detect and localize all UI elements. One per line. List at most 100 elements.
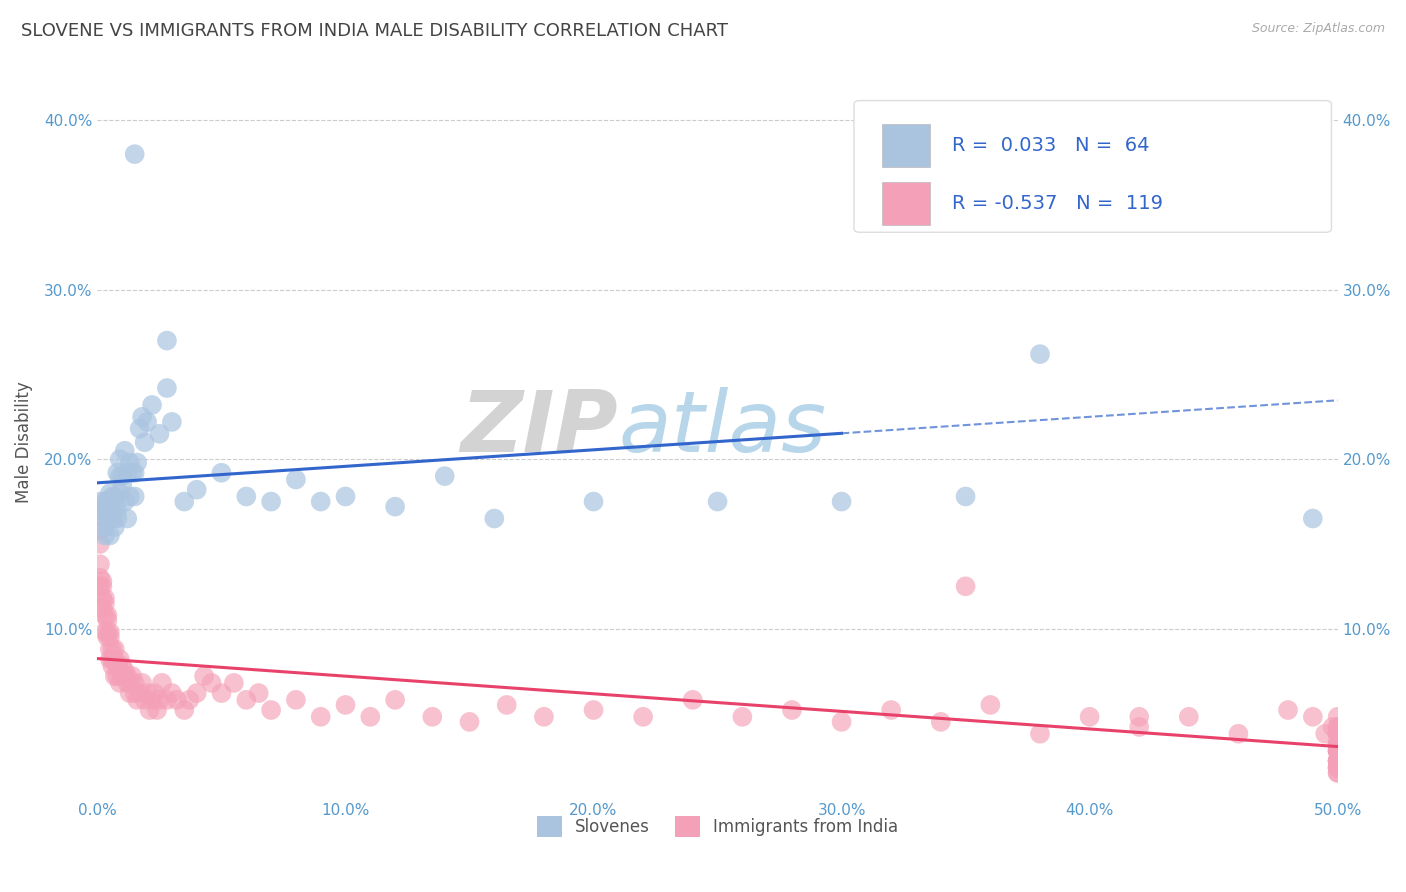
Point (141, 693, 163, 707)
Point (96, 613, 118, 627)
Point (1326, 765, 1348, 780)
Point (284, 693, 307, 707)
Point (104, 669, 127, 683)
Point (1326, 727, 1348, 741)
Point (115, 466, 138, 480)
Point (96, 511, 118, 525)
Point (1277, 703, 1299, 717)
Point (118, 686, 141, 700)
Point (533, 710, 555, 724)
Point (136, 686, 159, 700)
Point (105, 466, 128, 480)
Point (127, 456, 149, 470)
Point (91, 579, 114, 593)
Point (101, 642, 124, 657)
Point (1326, 727, 1348, 741)
Y-axis label: Male Disability: Male Disability (15, 382, 32, 503)
Point (780, 703, 803, 717)
Point (359, 710, 381, 724)
Point (260, 703, 283, 717)
Point (458, 714, 481, 729)
Text: SLOVENE VS IMMIGRANTS FROM INDIA MALE DISABILITY CORRELATION CHART: SLOVENE VS IMMIGRANTS FROM INDIA MALE DI… (21, 22, 728, 40)
Point (98, 625, 121, 640)
Point (124, 490, 146, 504)
Point (150, 676, 173, 690)
Point (582, 703, 605, 717)
Point (98, 486, 121, 500)
Point (235, 490, 257, 504)
Point (179, 693, 201, 707)
Point (1326, 765, 1348, 780)
Point (98, 494, 121, 508)
Text: Source: ZipAtlas.com: Source: ZipAtlas.com (1251, 22, 1385, 36)
Point (114, 664, 136, 678)
Point (631, 710, 654, 724)
Point (89, 579, 111, 593)
Point (335, 698, 357, 712)
Point (124, 676, 146, 690)
Point (94, 591, 117, 606)
Point (1227, 727, 1250, 741)
Point (200, 676, 222, 690)
Point (1029, 727, 1052, 741)
Point (89, 537, 111, 551)
Point (111, 669, 134, 683)
Point (94, 520, 117, 534)
Text: R =  0.033   N =  64: R = 0.033 N = 64 (952, 136, 1150, 155)
Point (1078, 121, 1101, 136)
Point (98, 642, 121, 657)
Point (831, 494, 853, 508)
Legend: Slovenes, Immigrants from India: Slovenes, Immigrants from India (530, 810, 905, 843)
Point (1326, 710, 1348, 724)
Point (160, 415, 183, 429)
Point (101, 490, 124, 504)
Point (831, 714, 853, 729)
Point (955, 579, 977, 593)
Point (94, 494, 117, 508)
Point (124, 147, 146, 161)
Point (115, 511, 138, 525)
Point (89, 558, 111, 572)
Point (114, 443, 136, 458)
Point (118, 490, 141, 504)
FancyBboxPatch shape (853, 101, 1331, 232)
Point (98, 630, 121, 644)
Bar (883, 124, 929, 167)
Point (235, 693, 257, 707)
Point (1326, 737, 1348, 751)
Point (1302, 710, 1324, 724)
Point (1326, 761, 1348, 775)
Point (173, 494, 195, 508)
Point (118, 456, 141, 470)
Point (495, 698, 517, 712)
Point (108, 652, 131, 666)
Point (1326, 761, 1348, 775)
Point (114, 494, 136, 508)
Point (335, 490, 357, 504)
Point (104, 500, 127, 514)
Point (127, 693, 149, 707)
Point (89, 571, 111, 585)
Point (1302, 511, 1324, 525)
Point (1326, 737, 1348, 751)
Point (89, 524, 111, 538)
Point (121, 669, 143, 683)
Point (108, 452, 131, 467)
Point (108, 676, 131, 690)
Point (1326, 727, 1348, 741)
Point (105, 503, 128, 517)
Point (128, 686, 150, 700)
Point (115, 676, 138, 690)
Point (1326, 744, 1348, 758)
Point (108, 486, 131, 500)
Point (955, 490, 977, 504)
Point (104, 642, 127, 657)
Point (1326, 754, 1348, 768)
Point (94, 625, 117, 640)
Point (211, 686, 233, 700)
Point (1326, 744, 1348, 758)
Point (134, 435, 156, 450)
Point (148, 426, 170, 441)
Point (138, 703, 160, 717)
Point (156, 693, 179, 707)
